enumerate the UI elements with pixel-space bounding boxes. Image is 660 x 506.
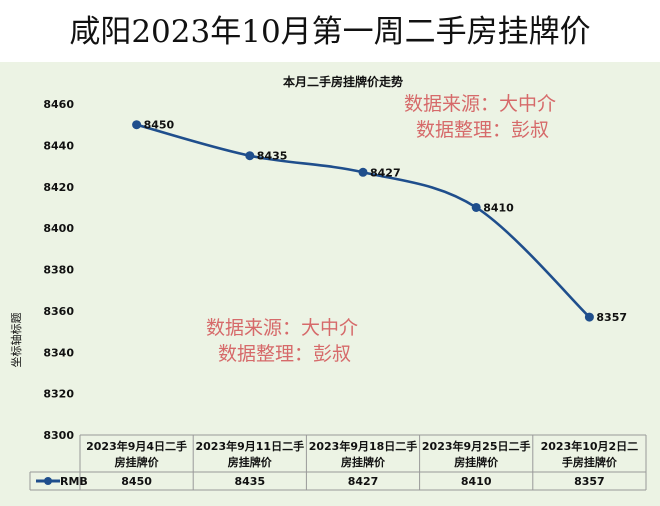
data-point [132,120,142,130]
watermark-text: 数据整理：彭叔 [416,119,549,141]
y-tick-label: 8380 [43,264,74,277]
x-category-label-line2: 房挂牌价 [115,455,160,469]
table-value-cell: 8427 [348,475,379,488]
data-point [245,151,255,161]
x-category-label-line2: 房挂牌价 [228,455,273,469]
x-category-label-line1: 2023年9月4日二手 [86,439,187,453]
y-tick-label: 8420 [43,181,74,194]
chart-title: 本月二手房挂牌价走势 [283,74,403,89]
watermark-text: 数据整理：彭叔 [218,343,351,365]
x-category-label-line2: 房挂牌价 [341,455,386,469]
chart-area: 本月二手房挂牌价走势坐标轴标题 8300 8320 8340 8360 8380 8400 8… [0,62,660,506]
data-label: 8427 [370,166,401,179]
watermark-text: 数据来源：大中介 [404,93,556,115]
data-point [358,167,368,177]
data-label: 8435 [257,150,288,163]
y-tick-label: 8440 [43,139,74,152]
y-tick-label: 8400 [43,222,74,235]
watermark-text: 数据来源：大中介 [206,317,358,339]
legend-series-name: RMB [60,475,88,488]
y-axis-title: 坐标轴标题 [9,313,23,368]
y-tick-label: 8460 [43,98,74,111]
x-category-label-line1: 2023年9月18日二手 [309,439,418,453]
table-value-cell: 8410 [461,475,492,488]
x-category-label-line1: 2023年9月11日二手 [196,439,305,453]
table-value-cell: 8435 [234,475,265,488]
x-category-label-line2: 房挂牌价 [454,455,499,469]
x-category-label-line2: 手房挂牌价 [562,455,618,469]
y-tick-label: 8340 [43,346,74,359]
data-point [584,312,594,322]
data-point [471,202,481,212]
table-value-cell: 8357 [574,475,605,488]
data-label: 8410 [483,201,514,214]
data-label: 8357 [596,311,627,324]
x-category-label-line1: 2023年9月25日二手 [422,439,531,453]
y-tick-label: 8300 [43,429,74,442]
x-category-label-line1: 2023年10月2日二 [541,439,639,453]
y-tick-label: 8360 [43,305,74,318]
page-title: 咸阳2023年10月第一周二手房挂牌价 [69,13,591,50]
table-value-cell: 8450 [121,475,152,488]
page-title-bar: 咸阳2023年10月第一周二手房挂牌价 [0,0,660,56]
series-line [136,123,591,319]
legend-marker [44,477,52,485]
y-tick-label: 8320 [43,388,74,401]
data-label: 8450 [144,119,175,132]
